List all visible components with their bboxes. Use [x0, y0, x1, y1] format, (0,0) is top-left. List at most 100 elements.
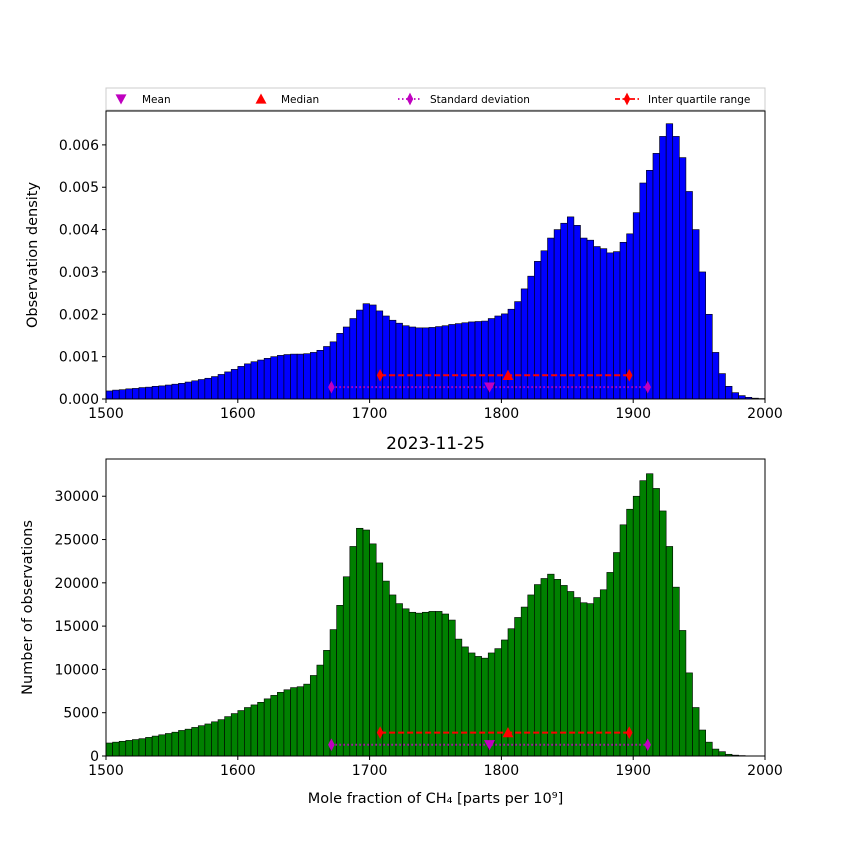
- histogram-bar: [548, 574, 555, 756]
- histogram-bar: [633, 496, 640, 756]
- histogram-bar: [264, 699, 271, 756]
- histogram-bar: [317, 350, 324, 399]
- histogram-bar: [113, 742, 120, 756]
- histogram-bar: [521, 289, 528, 399]
- histogram-bar: [106, 391, 113, 399]
- histogram-bar: [515, 302, 522, 399]
- histogram-bar: [310, 675, 317, 756]
- histogram-bar: [337, 333, 344, 399]
- histogram-bar: [258, 360, 265, 399]
- histogram-bar: [218, 374, 225, 399]
- histogram-bar: [508, 309, 515, 399]
- histogram-bar: [706, 742, 713, 756]
- x-tick-label: 1900: [615, 406, 651, 422]
- histogram-bar: [244, 364, 251, 399]
- y-tick-label: 0.001: [59, 350, 99, 366]
- histogram-bar: [666, 124, 673, 399]
- histogram-bar: [396, 323, 403, 399]
- histogram-bar: [258, 702, 265, 756]
- histogram-bar: [660, 511, 667, 756]
- y-tick-label: 15000: [54, 619, 99, 635]
- histogram-bar: [119, 741, 126, 756]
- histogram-bar: [607, 253, 614, 399]
- y-tick-label: 25000: [54, 533, 99, 549]
- legend-label-2: Standard deviation: [430, 94, 530, 106]
- histogram-bar: [561, 223, 568, 399]
- x-tick-label: 2000: [747, 763, 783, 779]
- y-tick-label: 0.002: [59, 307, 99, 323]
- histogram-bar: [567, 217, 574, 399]
- histogram-bar: [633, 213, 640, 399]
- histogram-bar: [416, 613, 423, 756]
- histogram-bar: [152, 736, 159, 756]
- histogram-bar: [719, 752, 726, 756]
- histogram-bar: [225, 372, 232, 399]
- legend-label-1: Median: [281, 94, 319, 106]
- histogram-bar: [693, 708, 700, 756]
- histogram-bar: [244, 708, 251, 756]
- histogram-bar: [185, 729, 192, 756]
- histogram-bar: [600, 249, 607, 399]
- histogram-bar: [739, 396, 746, 399]
- histogram-bar: [297, 687, 304, 756]
- histogram-bar: [653, 153, 660, 399]
- bars: [106, 124, 765, 399]
- histogram-bar: [468, 653, 475, 756]
- x-tick-label: 1800: [484, 763, 520, 779]
- histogram-bar: [304, 684, 311, 756]
- histogram-bar: [561, 585, 568, 756]
- histogram-bar: [317, 665, 324, 756]
- x-tick-label: 1900: [615, 763, 651, 779]
- histogram-bar: [673, 136, 680, 399]
- histogram-bar: [567, 591, 574, 756]
- histogram-bar: [409, 612, 416, 756]
- x-tick-label: 1600: [220, 763, 256, 779]
- histogram-bar: [356, 528, 363, 756]
- histogram-bar: [185, 382, 192, 399]
- histogram-bar: [712, 749, 719, 756]
- histogram-bar: [620, 525, 627, 756]
- histogram-bar: [251, 705, 258, 756]
- histogram-bar: [159, 386, 166, 399]
- x-tick-label: 1500: [88, 406, 124, 422]
- histogram-bar: [370, 544, 377, 756]
- histogram-bar: [370, 305, 377, 399]
- histogram-bar: [699, 272, 706, 399]
- histogram-bar: [271, 695, 278, 756]
- histogram-bar: [165, 385, 172, 399]
- histogram-bar: [554, 230, 561, 399]
- y-tick-label: 20000: [54, 576, 99, 592]
- y-tick-label: 0.003: [59, 265, 99, 281]
- histogram-bar: [330, 630, 337, 756]
- y-tick-label: 5000: [63, 706, 99, 722]
- histogram-bar: [613, 553, 620, 756]
- histogram-bar: [198, 726, 205, 756]
- histogram-bar: [646, 474, 653, 756]
- histogram-bar: [231, 369, 238, 399]
- histogram-bar: [304, 354, 311, 399]
- histogram-bar: [515, 617, 522, 756]
- y-tick-label: 0.005: [59, 180, 99, 196]
- histogram-bar: [719, 374, 726, 399]
- histogram-bar: [126, 389, 133, 399]
- histogram-bar: [356, 310, 363, 399]
- histogram-bar: [706, 314, 713, 399]
- histogram-bar: [653, 488, 660, 756]
- histogram-bar: [284, 355, 291, 399]
- histogram-bar: [429, 327, 436, 399]
- legend-label-0: Mean: [142, 94, 171, 106]
- histogram-bar: [205, 724, 212, 756]
- histogram-bar: [363, 304, 370, 399]
- histogram-bar: [238, 711, 245, 756]
- histogram-bar: [152, 386, 159, 399]
- histogram-bar: [343, 577, 350, 756]
- histogram-bar: [251, 362, 258, 399]
- histogram-bar: [422, 612, 429, 756]
- histogram-bar: [409, 327, 416, 399]
- histogram-bar: [693, 230, 700, 399]
- x-tick-label: 1700: [352, 406, 388, 422]
- histogram-bar: [666, 546, 673, 756]
- histogram-bar: [139, 739, 146, 756]
- histogram-bar: [337, 605, 344, 756]
